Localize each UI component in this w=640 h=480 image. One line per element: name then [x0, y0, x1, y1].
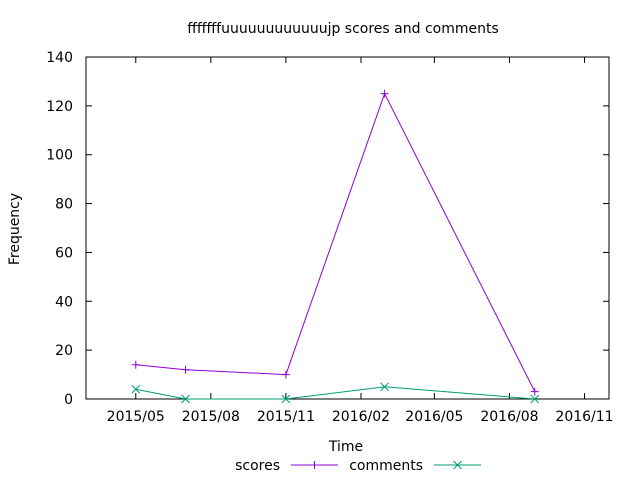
- y-axis-label: Frequency: [7, 193, 23, 265]
- data-point-comments: [530, 394, 540, 404]
- y-tick-label: 80: [55, 197, 73, 213]
- x-tick-label: 2016/02: [332, 409, 390, 425]
- series-line-scores: [135, 92, 536, 392]
- legend-marker-scores: [310, 461, 319, 469]
- y-tick-label: 120: [46, 99, 73, 115]
- data-point-scores: [181, 365, 190, 374]
- legend-marker-comments: [453, 460, 462, 470]
- data-point-scores: [530, 387, 539, 396]
- x-tick-label: 2016/08: [480, 409, 538, 425]
- data-point-scores: [380, 89, 389, 98]
- chart-title: fffffffuuuuuuuuuuuujp scores and comment…: [187, 21, 499, 37]
- x-tick-label: 2016/11: [555, 409, 613, 425]
- y-tick-label: 40: [55, 294, 73, 310]
- legend-label-comments: comments: [349, 458, 423, 474]
- data-point-scores: [131, 360, 140, 369]
- x-tick-label: 2015/11: [257, 409, 315, 425]
- y-tick-label: 100: [46, 148, 73, 164]
- y-tick-label: 140: [46, 50, 73, 66]
- data-point-comments: [281, 394, 291, 404]
- data-point-comments: [380, 382, 389, 392]
- data-point-comments: [131, 384, 141, 394]
- x-tick-label: 2015/08: [182, 409, 240, 425]
- x-tick-label: 2016/05: [405, 409, 463, 425]
- y-tick-label: 0: [64, 392, 73, 408]
- series-line-comments: [135, 386, 535, 400]
- plot-area: 0 20 40 60 80 100 120 140 2015/05 2015/08 2015/11 2…: [46, 50, 613, 425]
- plot-border: [85, 56, 610, 400]
- y-tick-label: 20: [55, 343, 73, 359]
- y-tick-label: 60: [55, 245, 73, 261]
- legend: scores comments: [235, 458, 481, 474]
- x-tick-label: 2015/05: [107, 409, 165, 425]
- legend-label-scores: scores: [235, 458, 280, 474]
- data-point-comments: [181, 394, 190, 404]
- x-axis-label: Time: [328, 439, 363, 455]
- data-point-scores: [281, 370, 290, 379]
